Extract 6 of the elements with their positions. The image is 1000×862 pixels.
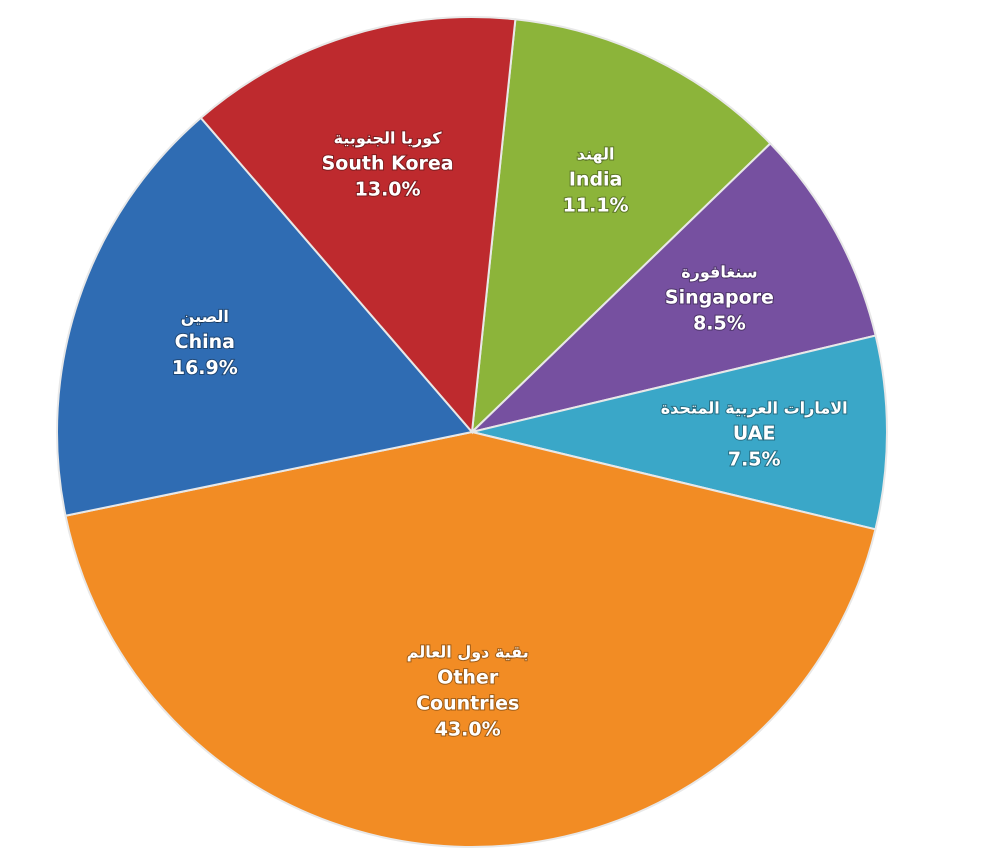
data-label: 13.0%: [354, 178, 421, 201]
data-label: 7.5%: [728, 448, 781, 470]
data-label: 11.1%: [562, 194, 629, 216]
data-label: 43.0%: [434, 718, 501, 740]
data-label: 16.9%: [172, 357, 238, 380]
data-label: 8.5%: [693, 312, 746, 334]
